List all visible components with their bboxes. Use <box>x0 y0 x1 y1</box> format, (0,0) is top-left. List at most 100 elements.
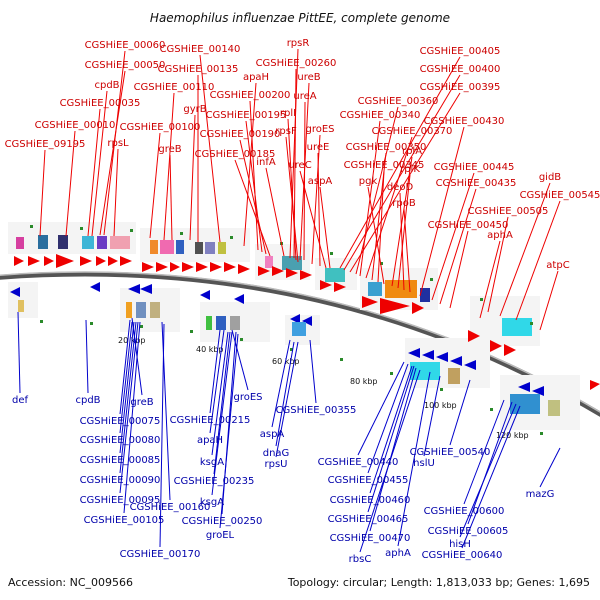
leader-line <box>539 270 559 331</box>
leader-line <box>539 447 561 488</box>
reverse-gene-labels: def cpdB greB CGSHiEE_00075 CGSHiEE_00080 CGS… <box>12 392 554 565</box>
gene-label: CGSHiEE_00135 <box>158 64 239 75</box>
leader-line <box>123 321 141 514</box>
gene-label: CGSHiEE_00435 <box>436 178 517 189</box>
leader-line <box>515 200 561 321</box>
gene-label: gidB <box>539 172 561 183</box>
leader-line <box>365 136 413 279</box>
gene-label: rpsL <box>107 138 129 149</box>
gene-label: CGSHiEE_00360 <box>358 96 439 107</box>
gene-label: CGSHiEE_00345 <box>344 160 425 171</box>
leader-line <box>487 216 509 313</box>
leader-line <box>419 126 465 297</box>
leader-line <box>499 182 551 317</box>
leader-line <box>339 56 461 269</box>
gene-label: CGSHiEE_00440 <box>318 457 399 468</box>
gene-label: CGSHiEE_00060 <box>85 40 166 51</box>
gene-label: CGSHiEE_00090 <box>80 475 161 486</box>
leader-line <box>355 106 399 275</box>
map-title: Haemophilus influenzae PittEE, complete … <box>150 11 450 25</box>
leader-line <box>367 363 409 474</box>
gene-label: CGSHiEE_00010 <box>35 120 116 131</box>
gene-label: CGSHiEE_00195 <box>206 110 287 121</box>
leader-line <box>119 321 137 474</box>
gene-label: CGSHiEE_00545 <box>520 190 600 201</box>
gene-label: CGSHiEE_00470 <box>330 533 411 544</box>
leader-line <box>119 321 133 434</box>
bottom-leader-lines <box>17 311 561 553</box>
gene-label: groEL <box>206 530 235 541</box>
leader-line <box>243 82 257 247</box>
gene-label: rpsF <box>275 126 297 137</box>
leader-line <box>119 321 139 494</box>
gene-label: CGSHiEE_00605 <box>428 526 509 537</box>
leader-line <box>289 48 299 259</box>
leader-line <box>163 92 175 241</box>
leader-line <box>391 156 413 287</box>
tick-label: 40 kbp <box>196 345 224 354</box>
leader-line <box>245 120 263 253</box>
gene-label: def <box>12 395 29 406</box>
gene-label: rbsC <box>349 554 372 565</box>
leader-line <box>239 139 267 255</box>
leader-line <box>219 333 239 529</box>
leader-line <box>449 230 469 309</box>
gene-label: CGSHiEE_00395 <box>420 82 501 93</box>
gene-label: rpoB <box>392 198 416 209</box>
leader-line <box>357 361 405 456</box>
gene-label: rpsR <box>287 38 310 49</box>
gene-label: CGSHiEE_09195 <box>5 139 86 150</box>
gene-label: mazG <box>526 489 555 500</box>
leader-line <box>397 371 431 547</box>
forward-gene-labels: CGSHiEE_00060 CGSHiEE_00050 cpdB CGSHiEE_00… <box>5 38 600 271</box>
leader-line <box>299 170 327 269</box>
gene-label: rplK <box>400 164 420 175</box>
gene-label: aspA <box>308 176 333 187</box>
leader-line <box>377 170 385 283</box>
leader-line <box>199 54 221 243</box>
leader-line <box>285 136 299 263</box>
leader-line <box>349 92 461 273</box>
leader-line <box>85 319 89 394</box>
tick-label: 100 kbp <box>424 401 457 410</box>
genome-summary: Topology: circular; Length: 1,813,033 bp… <box>287 576 590 589</box>
gene-label: CGSHiEE_00340 <box>340 110 421 121</box>
leader-line <box>119 321 135 454</box>
leader-line <box>343 74 461 271</box>
gene-label: CGSHiEE_00455 <box>328 475 409 486</box>
leader-line <box>309 339 317 404</box>
gene-label: CGSHiEE_00035 <box>60 98 141 109</box>
gene-label: CGSHiEE_00405 <box>420 46 501 57</box>
gene-label: cpdB <box>75 395 100 406</box>
leader-line <box>367 186 385 285</box>
leader-line <box>319 186 331 269</box>
leader-line <box>449 379 471 446</box>
gene-label: hslU <box>413 458 435 469</box>
gene-label: pgk <box>359 176 378 187</box>
gene-label: aphA <box>487 230 513 241</box>
gene-label: groES <box>305 124 334 135</box>
leader-line <box>113 148 119 237</box>
gene-label: CGSHiEE_00450 <box>428 220 509 231</box>
gene-label: CGSHiEE_00200 <box>210 90 291 101</box>
gene-label: aphA <box>385 548 411 559</box>
gene-label: CGSHiEE_00445 <box>434 162 515 173</box>
gene-label: apaH <box>243 72 269 83</box>
gene-label: CGSHiEE_00075 <box>80 416 161 427</box>
gene-label: CGSHiEE_00185 <box>195 149 276 160</box>
leader-line <box>65 130 76 237</box>
gene-label: CGSHiEE_00250 <box>182 516 263 527</box>
gene-label: ureB <box>297 72 320 83</box>
leader-line <box>169 154 173 241</box>
leader-line <box>423 375 441 457</box>
leader-line <box>159 323 165 548</box>
gene-label: cpdB <box>94 80 119 91</box>
genome-backbone-highlight <box>0 271 600 413</box>
gene-label: deoD <box>387 182 414 193</box>
top-leader-lines <box>39 48 561 331</box>
accession-text: Accession: NC_009566 <box>8 576 133 589</box>
leader-line <box>231 329 249 391</box>
leader-line <box>91 90 108 237</box>
gene-label: atpC <box>546 260 569 271</box>
gene-label: CGSHiEE_00140 <box>160 44 241 55</box>
